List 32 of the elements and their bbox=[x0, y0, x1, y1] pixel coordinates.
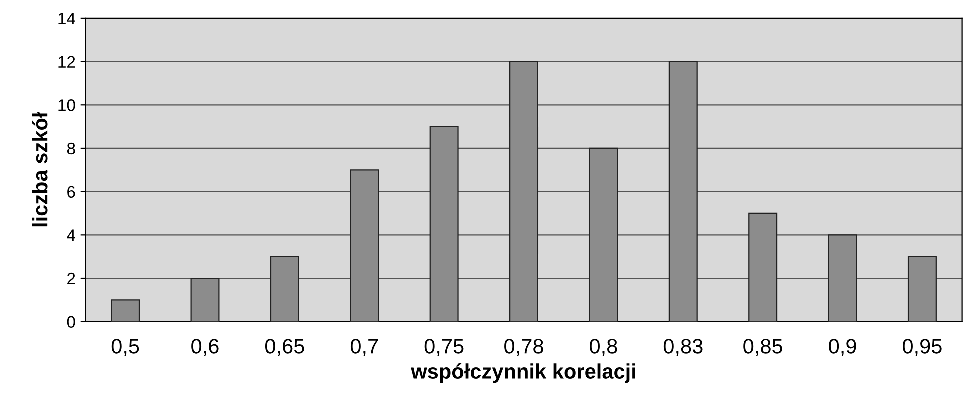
bar bbox=[430, 126, 459, 322]
x-tick-label: 0,8 bbox=[590, 339, 618, 356]
bar bbox=[828, 234, 858, 322]
bar bbox=[510, 61, 539, 322]
x-tick-label: 0,6 bbox=[192, 339, 219, 356]
x-axis-title: współczynnik korelacji bbox=[411, 363, 636, 384]
y-tick-label: 2 bbox=[68, 272, 76, 285]
y-tick-label: 4 bbox=[67, 230, 76, 242]
x-tick-label: 0,85 bbox=[744, 339, 782, 356]
y-tick-label: 6 bbox=[68, 186, 76, 198]
bar bbox=[668, 61, 698, 322]
x-tick-label: 0,7 bbox=[350, 339, 378, 356]
y-tick-label: 0 bbox=[67, 316, 76, 328]
y-tick-label: 8 bbox=[67, 142, 76, 155]
x-tick-label: 0,83 bbox=[664, 339, 703, 356]
bar bbox=[748, 212, 778, 322]
bar bbox=[589, 148, 618, 322]
bar bbox=[190, 278, 220, 322]
y-tick-label: 10 bbox=[58, 100, 76, 112]
y-axis-title: liczba szkół bbox=[32, 112, 48, 227]
y-tick-label: 14 bbox=[58, 13, 76, 24]
bar bbox=[350, 170, 380, 322]
x-tick-label: 0,65 bbox=[265, 339, 304, 356]
y-tick-label: 12 bbox=[58, 56, 76, 68]
bar bbox=[270, 256, 300, 322]
x-tick-label: 0,5 bbox=[112, 339, 140, 356]
x-tick-label: 0,78 bbox=[504, 339, 544, 356]
x-tick-label: 0,75 bbox=[424, 339, 464, 356]
bar bbox=[908, 256, 937, 322]
x-tick-label: 0,95 bbox=[903, 339, 942, 356]
bar bbox=[111, 300, 140, 322]
x-tick-label: 0,9 bbox=[829, 339, 856, 356]
